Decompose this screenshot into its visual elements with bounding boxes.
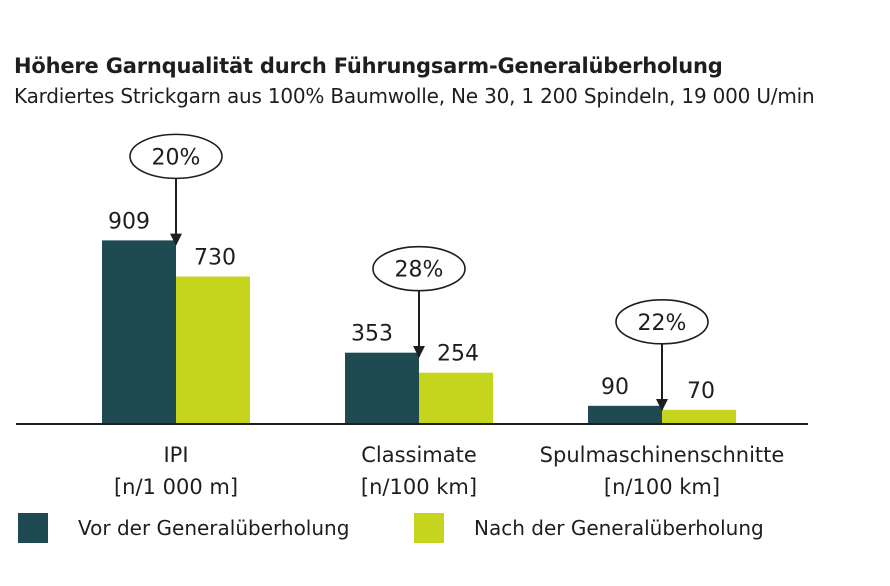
bar-after-1	[419, 372, 493, 424]
percent-label-1: 28%	[395, 258, 444, 283]
category-label-2: Spulmaschinenschnitte	[540, 443, 785, 467]
legend-swatch-after	[414, 513, 444, 543]
bar-before-1	[345, 352, 419, 424]
legend-item-before: Vor der Generalüberholung	[18, 510, 349, 546]
legend-label-before: Vor der Generalüberholung	[78, 516, 350, 540]
value-label-after-2: 70	[687, 379, 715, 404]
chart-title: Höhere Garnqualität durch Führungsarm-Ge…	[14, 54, 723, 78]
bar-after-2	[662, 409, 736, 424]
value-label-after-0: 730	[194, 246, 236, 271]
category-unit-0: [n/1 000 m]	[114, 475, 238, 499]
legend-item-after: Nach der Generalüberholung	[414, 510, 764, 546]
legend-swatch-before	[18, 513, 48, 543]
category-unit-1: [n/100 km]	[361, 475, 477, 499]
percent-label-0: 20%	[152, 145, 201, 170]
category-label-0: IPI	[163, 443, 188, 467]
bar-before-0	[102, 240, 176, 424]
value-label-before-0: 909	[108, 209, 150, 234]
category-label-1: Classimate	[361, 443, 477, 467]
value-label-after-1: 254	[437, 342, 479, 367]
value-label-before-2: 90	[601, 375, 629, 400]
bar-before-2	[588, 405, 662, 424]
chart-subtitle: Kardiertes Strickgarn aus 100% Baumwolle…	[14, 84, 815, 108]
legend-label-after: Nach der Generalüberholung	[474, 516, 764, 540]
percent-label-2: 22%	[638, 311, 687, 336]
bar-after-0	[176, 276, 250, 424]
value-label-before-1: 353	[351, 322, 393, 347]
category-unit-2: [n/100 km]	[604, 475, 720, 499]
